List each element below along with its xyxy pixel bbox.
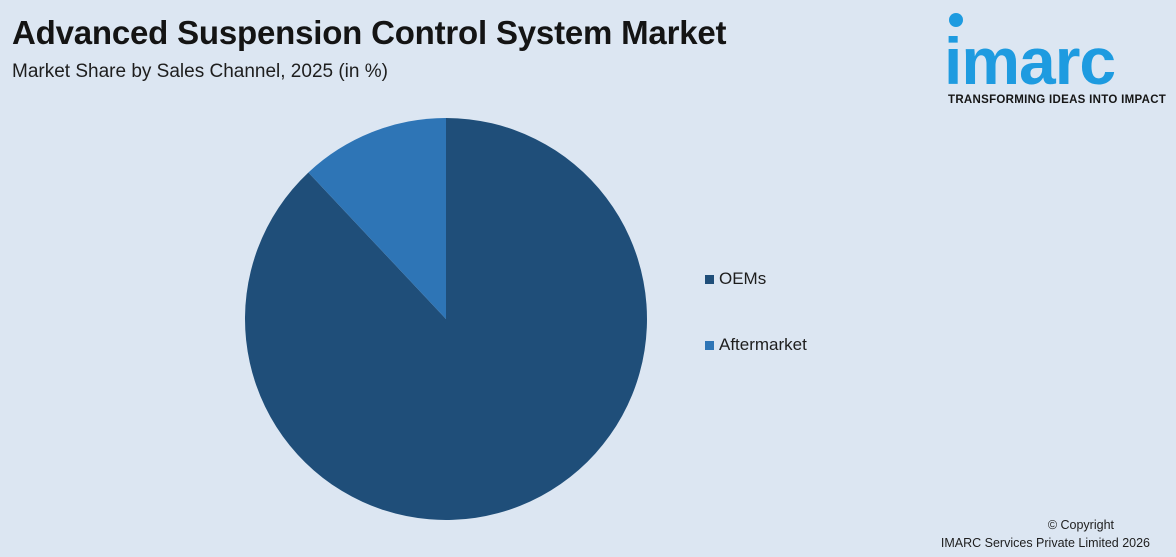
legend-label-oems: OEMs — [719, 269, 767, 288]
legend-swatch-aftermarket — [705, 340, 714, 350]
chart-title: Advanced Suspension Control System Marke… — [12, 14, 727, 51]
legend-label-aftermarket: Aftermarket — [719, 335, 807, 354]
logo-dot-icon — [949, 13, 963, 27]
copyright-line-1: © Copyright — [1047, 518, 1114, 532]
copyright-line-2: IMARC Services Private Limited 2026 — [940, 536, 1150, 550]
imarc-logo: imarc TRANSFORMING IDEAS INTO IMPACT — [944, 10, 1172, 110]
logo-tagline: TRANSFORMING IDEAS INTO IMPACT — [948, 94, 1167, 106]
legend-item-oems: OEMs — [705, 268, 807, 290]
pie-slice-aftermarket — [308, 118, 446, 319]
copyright-notice: © Copyright IMARC Services Private Limit… — [941, 516, 1150, 552]
legend-swatch-oems — [705, 274, 714, 284]
legend-item-aftermarket: Aftermarket — [705, 334, 807, 356]
chart-subtitle: Market Share by Sales Channel, 2025 (in … — [12, 61, 388, 82]
logo-wordmark: imarc — [944, 24, 1116, 98]
chart-legend: OEMs Aftermarket — [705, 268, 807, 400]
